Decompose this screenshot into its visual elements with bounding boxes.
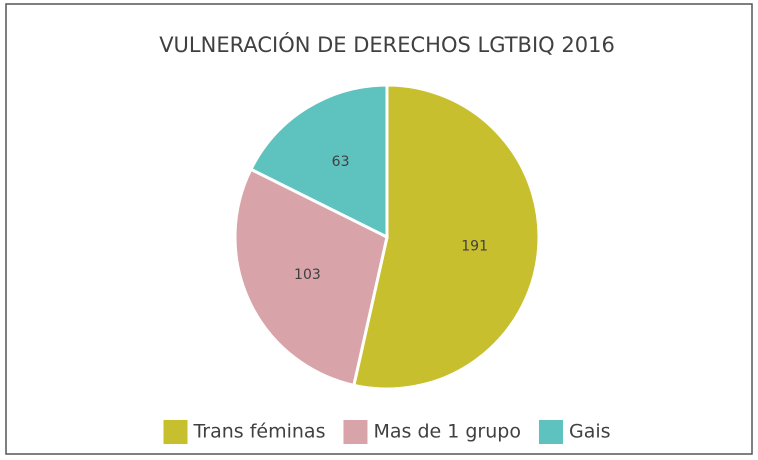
legend-swatch	[538, 420, 563, 444]
data-label: 103	[294, 267, 321, 283]
legend-label: Mas de 1 grupo	[373, 421, 521, 443]
pie-slice	[248, 83, 389, 240]
legend-label: Trans féminas	[192, 421, 325, 443]
legend-swatch	[163, 420, 188, 444]
data-label: 191	[461, 239, 488, 255]
data-label: 63	[332, 154, 350, 170]
chart-title: VULNERACIÓN DE DERECHOS LGTBIQ 2016	[159, 32, 615, 57]
pie-slice	[352, 83, 541, 391]
pie-slice	[233, 167, 389, 388]
legend-swatch	[343, 420, 368, 444]
legend-label: Gais	[569, 421, 611, 443]
